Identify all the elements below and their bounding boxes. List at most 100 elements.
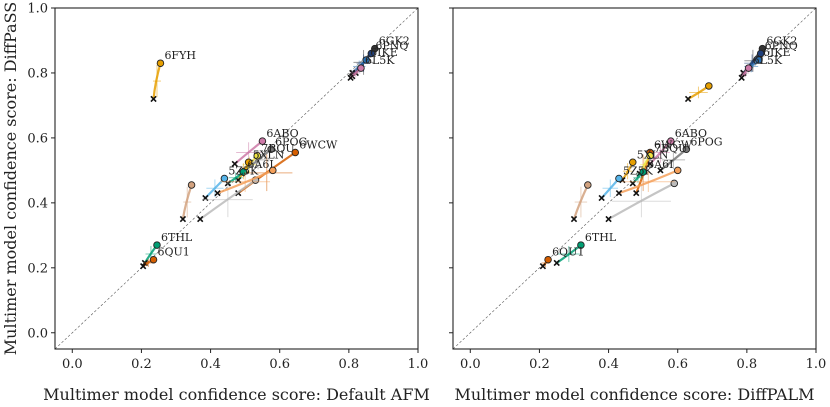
series-6POG: 6POG xyxy=(657,135,723,174)
start-point-6L5K xyxy=(347,74,354,81)
series-6A6I: 6A6I xyxy=(629,158,673,187)
start-point-tan xyxy=(570,215,578,223)
end-point-6QU1 xyxy=(544,255,552,264)
x-axis-title: Multimer model confidence score: Default… xyxy=(43,385,430,404)
label-6IKE: 6IKE xyxy=(370,46,398,59)
label-6POG: 6POG xyxy=(690,135,722,148)
start-point-6FYH xyxy=(150,95,157,103)
label-6A6I: 6A6I xyxy=(647,158,673,171)
label-5XLN: 5XLN xyxy=(637,148,669,161)
series-5Z5K: 5Z5K xyxy=(202,165,259,202)
start-point-grey xyxy=(197,215,204,223)
trajectory-peach xyxy=(216,169,274,195)
series-6ABO: 6ABO xyxy=(646,127,707,168)
label-6PNQ: 6PNQ xyxy=(375,39,408,52)
x-tick-label: 1.0 xyxy=(408,357,429,372)
label-6ABO: 6ABO xyxy=(675,127,707,140)
series-grey xyxy=(605,179,679,223)
label-5Z5K: 5Z5K xyxy=(228,165,259,178)
start-point-6L5K xyxy=(738,74,745,81)
end-point-tan xyxy=(584,181,592,189)
label-6THL: 6THL xyxy=(161,231,193,244)
label-6L5K: 6L5K xyxy=(753,54,783,67)
label-5Z5K: 5Z5K xyxy=(623,165,654,178)
end-point-6WCW xyxy=(291,148,300,157)
end-point-5XLN xyxy=(629,158,637,167)
y-tick-label: 0.6 xyxy=(27,131,48,146)
start-point-6THL xyxy=(553,259,560,267)
end-point-6POG xyxy=(267,145,275,154)
end-point-6A6I xyxy=(639,168,647,176)
series-tan xyxy=(179,181,196,223)
x-tick-label: 0.6 xyxy=(667,357,688,372)
start-point-5Z5K xyxy=(598,194,605,202)
y-axis-title: Multimer model confidence score: DiffPaS… xyxy=(1,2,20,355)
label-6GK2: 6GK2 xyxy=(379,35,410,48)
start-point-6WCW xyxy=(633,189,640,197)
series-6A6I: 6A6I xyxy=(224,158,274,187)
series-6FYH: 6FYH xyxy=(150,49,196,103)
label-6ABO: 6ABO xyxy=(266,127,298,140)
end-point-6IKE xyxy=(362,56,370,64)
y-tick-label: 0.8 xyxy=(27,66,48,81)
x-tick-label: 0.2 xyxy=(529,357,550,372)
x-tick-label: 0.6 xyxy=(269,357,290,372)
label-6QU1: 6QU1 xyxy=(158,246,190,259)
series-6THL: 6THL xyxy=(553,231,617,267)
y-tick-label: 0.0 xyxy=(27,326,48,341)
label-6IKE: 6IKE xyxy=(763,46,791,59)
trajectory-grey xyxy=(199,179,257,221)
start-point-peach xyxy=(214,189,221,197)
end-point-6PNQ xyxy=(367,49,376,58)
trajectory-grey xyxy=(607,182,676,221)
series-6THL: 6THL xyxy=(141,231,193,267)
end-point-6THL xyxy=(153,241,161,249)
end-point-5XLN xyxy=(244,158,253,167)
plot-frame xyxy=(452,7,817,350)
x-tick-label: 0.8 xyxy=(339,357,360,372)
start-point-grey xyxy=(605,215,612,223)
end-point-tan xyxy=(187,181,196,189)
series-6FYH xyxy=(684,82,713,103)
series-6QU1: 6QU1 xyxy=(539,246,584,270)
start-point-6ABO xyxy=(231,160,238,168)
end-point-7BQU xyxy=(253,152,261,160)
end-point-6THL xyxy=(577,241,585,249)
series-6PNQ: 6PNQ xyxy=(352,39,408,77)
end-point-6FYH xyxy=(156,59,165,67)
end-point-6ABO xyxy=(667,137,675,145)
label-6FYH: 6FYH xyxy=(164,49,196,62)
start-point-peach xyxy=(615,189,623,197)
y-tick-label: 0.4 xyxy=(27,196,48,211)
label-6WCW: 6WCW xyxy=(299,139,338,152)
end-point-6QU1 xyxy=(149,255,158,264)
series-6ABO: 6ABO xyxy=(231,127,299,168)
series-grey xyxy=(197,176,260,223)
series-5Z5K: 5Z5K xyxy=(598,165,654,202)
end-point-5Z5K xyxy=(220,174,229,183)
x-tick-label: 0.4 xyxy=(200,357,221,372)
series-6QU1: 6QU1 xyxy=(139,246,190,270)
trajectory-peach xyxy=(617,169,679,195)
end-point-6FYH xyxy=(705,82,713,90)
label-6L5K: 6L5K xyxy=(365,54,395,67)
x-tick-label: 0.0 xyxy=(62,357,83,372)
x-tick-label: 0.2 xyxy=(131,357,152,372)
x-axis-title: Multimer model confidence score: DiffPAL… xyxy=(454,385,814,404)
end-point-peach xyxy=(673,166,682,175)
start-point-tan xyxy=(179,215,187,223)
series-peach xyxy=(214,166,277,197)
end-point-peach xyxy=(269,166,277,175)
plot-frame xyxy=(54,7,419,350)
y-tick-label: 1.0 xyxy=(27,2,48,17)
label-7BQU: 7BQU xyxy=(654,142,687,155)
start-point-6FYH xyxy=(684,95,692,103)
start-point-6QU1 xyxy=(539,263,547,270)
label-6WCW: 6WCW xyxy=(654,139,693,152)
diagonal-line xyxy=(453,8,816,349)
series-tan xyxy=(570,181,592,223)
x-tick-label: 1.0 xyxy=(806,357,827,372)
end-point-6POG xyxy=(682,145,691,154)
